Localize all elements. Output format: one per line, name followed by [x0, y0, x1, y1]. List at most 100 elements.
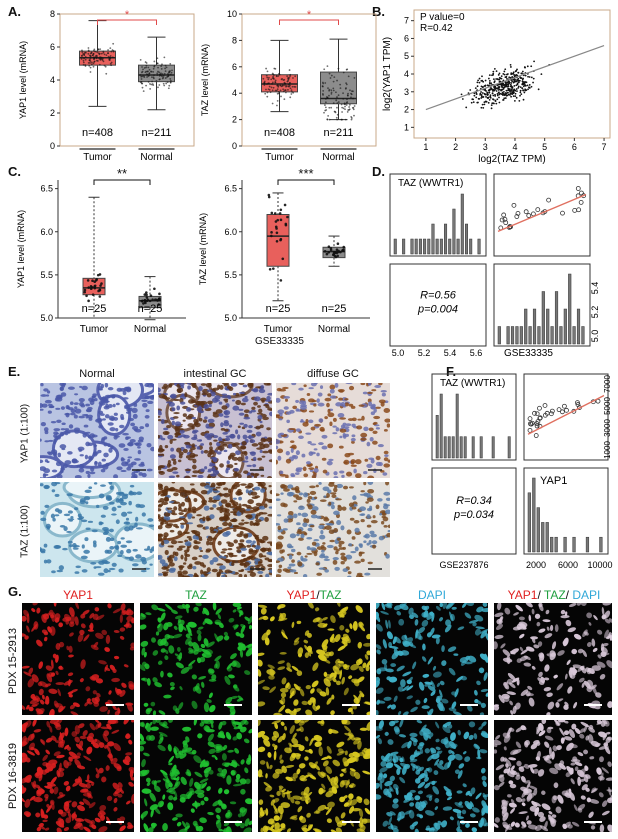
- cell-signal: [159, 733, 164, 741]
- nucleus: [306, 546, 311, 550]
- cell-signal: [376, 782, 380, 789]
- nucleus: [243, 470, 249, 474]
- cell-signal: [203, 720, 213, 725]
- cell-signal: [86, 736, 94, 743]
- nucleus: [252, 540, 256, 544]
- nucleus: [201, 499, 208, 504]
- cell-signal: [474, 614, 484, 622]
- nucleus: [342, 422, 347, 427]
- data-point: [152, 76, 155, 79]
- data-point: [80, 55, 83, 57]
- nucleus: [166, 523, 174, 527]
- cell-signal: [409, 802, 415, 807]
- cell-signal: [314, 764, 321, 771]
- cell-signal: [233, 726, 241, 730]
- data-point: [479, 93, 482, 96]
- cell-signal: [42, 754, 48, 761]
- nucleus: [103, 442, 108, 447]
- nucleus: [53, 428, 61, 432]
- cell-signal: [347, 735, 354, 741]
- data-point: [332, 102, 335, 105]
- data-point: [483, 103, 486, 106]
- nucleus: [232, 507, 239, 512]
- cell-signal: [193, 649, 199, 655]
- nucleus: [252, 506, 260, 512]
- nucleus: [305, 432, 312, 435]
- data-point: [527, 88, 529, 91]
- data-point: [481, 92, 484, 94]
- nucleus: [342, 434, 347, 439]
- cell-signal: [421, 705, 430, 710]
- nucleus: [228, 424, 233, 428]
- cell-signal: [453, 711, 462, 715]
- data-point: [160, 72, 162, 75]
- nucleus: [385, 553, 390, 559]
- data-point: [270, 86, 273, 89]
- nucleus: [135, 527, 143, 530]
- nucleus: [58, 565, 64, 571]
- cell-signal: [344, 750, 348, 756]
- data-point: [336, 106, 338, 109]
- cell-signal: [213, 743, 222, 750]
- data-point: [164, 67, 167, 70]
- data-point: [486, 94, 489, 96]
- cell-signal: [286, 662, 291, 669]
- nucleus: [240, 446, 247, 450]
- data-point: [348, 108, 351, 111]
- nucleus: [224, 400, 228, 403]
- nucleus: [227, 548, 233, 551]
- nucleus: [186, 407, 192, 412]
- cell-signal: [181, 749, 187, 753]
- ihc-image-yap1-diffuse: [276, 383, 390, 478]
- cell-signal: [56, 827, 62, 832]
- data-point: [503, 70, 506, 73]
- nucleus: [53, 452, 58, 456]
- data-point: [145, 64, 148, 67]
- nucleus: [111, 562, 117, 567]
- cell-signal: [248, 728, 252, 734]
- nucleus: [146, 468, 153, 472]
- nucleus: [288, 510, 294, 516]
- nucleus: [166, 557, 170, 560]
- scatter-point: [535, 207, 541, 213]
- cell-signal: [397, 650, 404, 656]
- data-point: [537, 88, 540, 91]
- cell-signal: [140, 663, 146, 671]
- cell-signal: [479, 749, 488, 754]
- cell-signal: [339, 773, 344, 777]
- cell-signal: [207, 741, 215, 748]
- nucleus: [161, 519, 167, 523]
- nucleus: [374, 385, 382, 388]
- nucleus: [321, 434, 328, 439]
- data-point: [149, 294, 153, 298]
- cell-signal: [330, 829, 338, 832]
- nucleus: [204, 573, 208, 577]
- cell-signal: [22, 787, 27, 794]
- cell-signal: [180, 667, 190, 674]
- cell-signal: [175, 662, 184, 669]
- nucleus: [60, 428, 66, 431]
- nucleus: [239, 539, 245, 543]
- nucleus: [139, 426, 145, 430]
- nucleus: [40, 408, 44, 411]
- nucleus: [117, 498, 124, 504]
- cell-signal: [217, 733, 224, 738]
- nucleus: [226, 541, 231, 544]
- nucleus: [288, 427, 296, 431]
- fluo-col-label-part: TAZ: [185, 588, 207, 602]
- nucleus: [206, 475, 212, 478]
- data-point: [472, 101, 475, 104]
- nucleus: [188, 563, 193, 568]
- cell-signal: [228, 674, 235, 679]
- data-point: [282, 84, 284, 87]
- nucleus: [79, 401, 85, 407]
- nucleus: [70, 515, 74, 519]
- cell-signal: [376, 649, 381, 655]
- cell-signal: [44, 827, 50, 831]
- nucleus: [342, 426, 350, 429]
- nucleus: [44, 399, 52, 404]
- data-point: [344, 108, 346, 111]
- nucleus: [128, 417, 135, 422]
- nucleus: [137, 446, 141, 449]
- nucleus: [146, 442, 152, 448]
